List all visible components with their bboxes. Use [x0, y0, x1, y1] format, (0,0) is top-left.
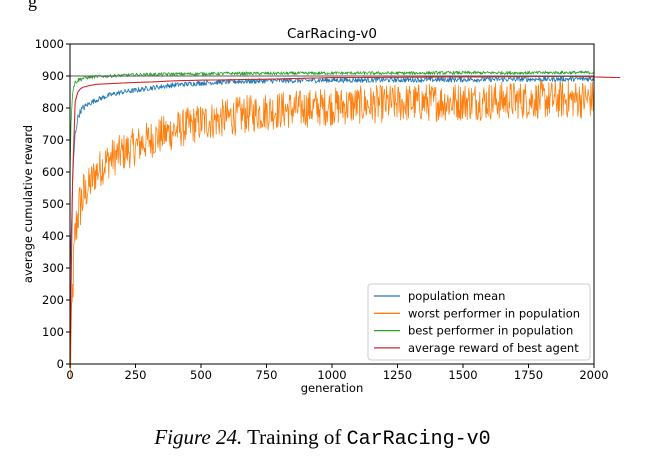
caption-figure-number: Figure 24.: [154, 425, 243, 449]
x-tick-label: 1250: [383, 368, 412, 382]
series-line-3: [69, 70, 595, 174]
x-tick-label: 1750: [514, 368, 543, 382]
y-tick-label: 900: [42, 69, 64, 83]
legend: population mean worst performer in popula…: [367, 283, 591, 361]
x-tick-label: 500: [190, 368, 212, 382]
x-tick-label: 0: [66, 368, 73, 382]
series-line-4: [69, 75, 621, 365]
x-tick-label: 1500: [448, 368, 477, 382]
legend-box: [367, 283, 591, 361]
chart-title: CarRacing-v0: [287, 26, 377, 42]
page-fragment-text: g: [28, 0, 37, 11]
x-tick-label: 1000: [317, 368, 346, 382]
caption-text: Training of: [247, 425, 342, 449]
y-axis: 0 100 200 300 400 500 600 700 800 900 1000: [35, 37, 70, 371]
x-tick-label: 750: [256, 368, 278, 382]
y-tick-label: 0: [57, 357, 64, 371]
line-chart: CarRacing-v0 0 250 500 750 1000 1250 1500 1750 2…: [21, 26, 621, 395]
y-tick-label: 300: [42, 261, 64, 275]
y-axis-label: average cumulative reward: [21, 125, 35, 283]
legend-label: best performer in population: [408, 324, 573, 338]
x-axis: 0 250 500 750 1000 1250 1500 1750 2000: [66, 364, 609, 382]
legend-label: population mean: [408, 289, 505, 303]
y-tick-label: 500: [42, 197, 64, 211]
legend-label: average reward of best agent: [408, 341, 579, 355]
figure-caption: Figure 24. Training of CarRacing-v0: [0, 425, 645, 451]
y-tick-label: 1000: [35, 37, 64, 51]
y-tick-label: 700: [42, 133, 64, 147]
series-line-2: [69, 80, 595, 379]
y-tick-label: 400: [42, 229, 64, 243]
x-tick-label: 250: [125, 368, 147, 382]
caption-code: CarRacing-v0: [346, 428, 491, 451]
y-tick-label: 800: [42, 101, 64, 115]
legend-label: worst performer in population: [408, 306, 580, 320]
series-layer: [69, 70, 621, 379]
series-line-1: [69, 76, 595, 279]
y-tick-label: 100: [42, 325, 64, 339]
x-axis-label: generation: [301, 381, 364, 395]
x-tick-label: 2000: [579, 368, 608, 382]
y-tick-label: 600: [42, 165, 64, 179]
y-tick-label: 200: [42, 293, 64, 307]
